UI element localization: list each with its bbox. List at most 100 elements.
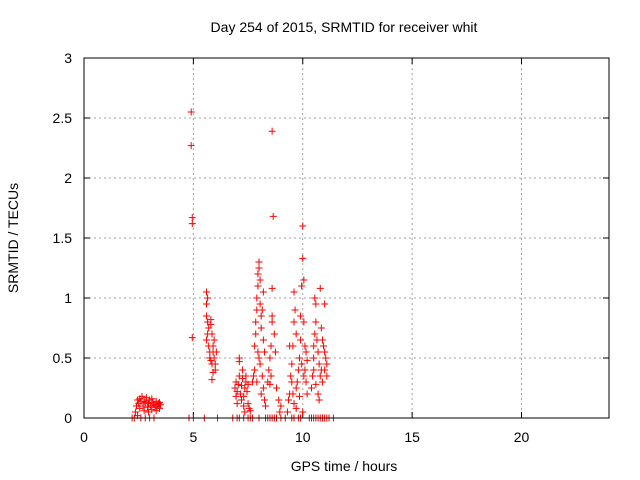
data-point: [299, 222, 307, 230]
data-point: [204, 294, 212, 302]
data-point: [308, 384, 315, 392]
data-point: [242, 372, 250, 380]
data-point: [205, 324, 213, 332]
data-point: [241, 384, 249, 392]
data-point: [140, 407, 148, 415]
data-point: [321, 300, 329, 308]
data-point: [323, 360, 331, 368]
data-point: [288, 360, 296, 368]
data-point: [298, 282, 306, 290]
data-point: [246, 407, 254, 415]
data-point: [240, 402, 248, 410]
x-tick-label: 15: [404, 429, 420, 445]
data-point: [251, 366, 259, 374]
data-point: [302, 378, 310, 386]
data-point: [251, 342, 259, 350]
data-point: [283, 408, 291, 416]
data-point: [235, 358, 243, 366]
data-point: [285, 396, 293, 404]
data-point: [300, 276, 308, 284]
data-point: [234, 380, 242, 388]
data-point: [209, 368, 217, 376]
data-point: [252, 330, 260, 338]
data-point: [266, 380, 274, 388]
data-point: [314, 390, 322, 398]
data-point: [311, 294, 319, 302]
data-point: [266, 354, 274, 362]
data-point: [295, 392, 303, 400]
data-point: [250, 372, 258, 380]
data-point: [152, 407, 160, 415]
data-point: [143, 403, 151, 411]
data-point: [301, 342, 309, 350]
data-point: [322, 354, 330, 362]
data-point: [188, 220, 196, 228]
data-point: [212, 348, 220, 356]
data-point: [208, 330, 216, 338]
y-tick-label: 1.5: [53, 230, 73, 246]
data-point: [145, 408, 153, 416]
data-point: [320, 342, 328, 350]
tick-labels: 0 5 10 15 20 0 0.5 1 1.5 2 2.5 3: [53, 50, 530, 445]
data-point: [271, 348, 279, 356]
y-tick-label: 2: [64, 170, 72, 186]
data-point: [323, 372, 331, 380]
data-point: [292, 384, 300, 392]
data-point: [255, 264, 263, 272]
data-point: [238, 396, 245, 404]
data-point: [256, 360, 264, 368]
y-tick-label: 3: [64, 50, 72, 66]
y-tick-label: 2.5: [53, 110, 73, 126]
data-point: [260, 396, 268, 404]
data-point: [211, 360, 219, 368]
data-point: [141, 398, 149, 406]
x-tick-label: 5: [189, 429, 197, 445]
data-point: [267, 342, 275, 350]
data-point: [131, 408, 139, 416]
data-point: [315, 360, 323, 368]
data-point: [310, 366, 318, 374]
data-point: [203, 336, 210, 344]
data-point: [297, 312, 305, 320]
data-points: [128, 108, 337, 422]
y-tick-label: 1: [64, 290, 72, 306]
data-point: [148, 395, 156, 403]
data-point: [203, 312, 210, 320]
data-point: [254, 282, 262, 290]
data-point: [310, 342, 318, 350]
data-point: [256, 276, 264, 284]
data-point: [300, 318, 308, 326]
data-point: [291, 306, 299, 314]
data-point: [262, 402, 270, 410]
data-point: [298, 360, 306, 368]
data-point: [292, 330, 300, 338]
data-point: [299, 254, 307, 262]
data-point: [316, 284, 324, 292]
data-point: [208, 376, 216, 384]
data-point: [270, 330, 278, 338]
data-point: [288, 378, 296, 386]
data-point: [290, 288, 298, 296]
data-point: [303, 390, 311, 398]
data-point: [268, 318, 276, 326]
data-point: [269, 212, 277, 220]
data-point: [140, 397, 148, 405]
data-point: [253, 294, 261, 302]
data-point: [254, 270, 262, 278]
y-tick-label: 0: [64, 410, 72, 426]
data-point: [287, 372, 295, 380]
data-point: [258, 372, 266, 380]
data-point: [188, 334, 196, 342]
data-point: [241, 408, 249, 416]
data-point: [257, 324, 265, 332]
data-point: [255, 258, 263, 266]
data-point: [275, 396, 283, 404]
data-point: [256, 300, 264, 308]
data-point: [210, 354, 218, 362]
data-point: [240, 392, 248, 400]
data-point: [312, 380, 320, 388]
data-point: [239, 366, 247, 374]
data-point: [257, 390, 265, 398]
data-point: [289, 390, 297, 398]
